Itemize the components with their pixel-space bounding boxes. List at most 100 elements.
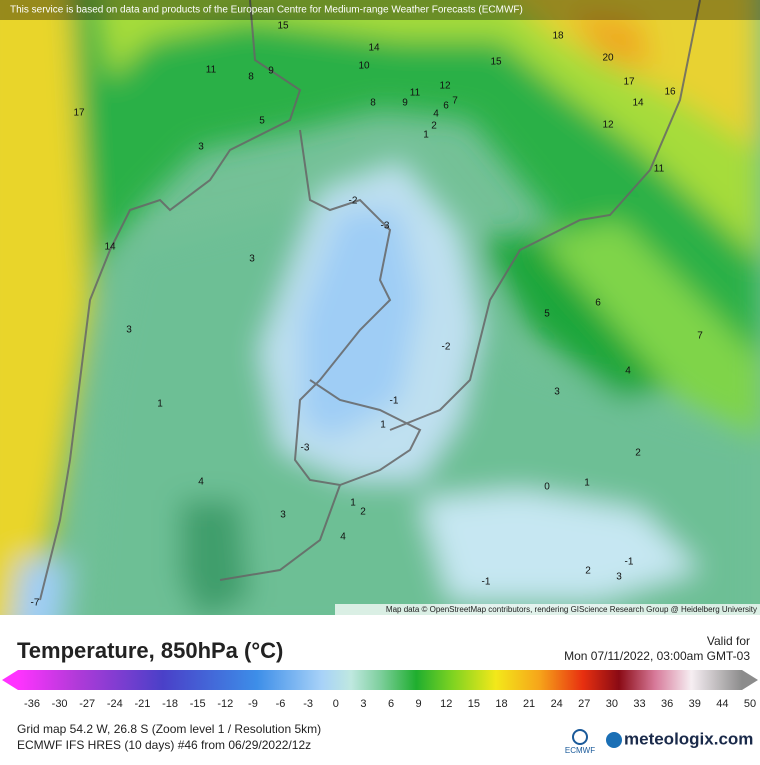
contour-label: -2: [349, 196, 358, 207]
contour-label: 3: [126, 325, 132, 336]
colorbar-tick-label: 24: [551, 698, 563, 710]
contour-label: 14: [368, 43, 380, 54]
contour-label: 2: [431, 121, 437, 132]
colorbar-tick-label: -6: [276, 698, 286, 710]
contour-label: 11: [206, 65, 217, 76]
colorbar-tick-label: 3: [360, 698, 366, 710]
notice: This service is based on data and produc…: [10, 5, 523, 16]
contour-label: 11: [410, 88, 421, 99]
contour-label: 8: [370, 98, 376, 109]
contour-label: 1: [584, 478, 590, 489]
colorbar: [18, 670, 742, 690]
legend-title: Temperature, 850hPa (°C): [17, 638, 283, 663]
contour-label: 8: [248, 72, 254, 83]
contour-label: 5: [259, 116, 265, 127]
contour-label: 3: [198, 142, 204, 153]
colorbar-tick-label: 50: [744, 698, 756, 710]
ecmwf-text: ECMWF: [565, 746, 595, 755]
colorbar-tick-label: -15: [190, 698, 206, 710]
contour-label: 10: [358, 61, 370, 72]
colorbar-tick-label: -21: [135, 698, 151, 710]
contour-label: 17: [623, 77, 635, 88]
contour-label: -1: [482, 577, 491, 588]
contour-label: 1: [423, 130, 429, 141]
contour-label: -7: [31, 598, 40, 609]
contour-label: 11: [654, 164, 665, 175]
colorbar-tick-label: -9: [248, 698, 258, 710]
colorbar-tick-label: 15: [468, 698, 480, 710]
contour-label: -1: [390, 396, 399, 407]
contour-label: -3: [381, 221, 390, 232]
contour-label: 14: [104, 242, 116, 253]
map: This service is based on data and produc…: [0, 0, 760, 615]
contour-label: 4: [340, 532, 346, 543]
contour-label: 4: [198, 477, 204, 488]
contour-label: 3: [616, 572, 622, 583]
colorbar-tick-label: 27: [578, 698, 590, 710]
contour-label: -3: [301, 443, 310, 454]
brand: meteologix.com: [624, 729, 753, 748]
contour-label: 1: [380, 420, 386, 431]
contour-label: 1: [350, 498, 356, 509]
colorbar-tick-label: -3: [303, 698, 313, 710]
valid-label: Valid for: [707, 634, 750, 648]
contour-label: 12: [439, 81, 451, 92]
contour-label: 3: [554, 387, 560, 398]
contour-label: 12: [602, 120, 614, 131]
contour-label: 7: [697, 331, 703, 342]
model-info: ECMWF IFS HRES (10 days) #46 from 06/29/…: [17, 738, 311, 752]
contour-label: 7: [452, 96, 458, 107]
contour-label: 0: [544, 482, 550, 493]
contour-label: -1: [625, 557, 634, 568]
contour-label: 2: [360, 507, 366, 518]
contour-label: 6: [443, 101, 449, 112]
colorbar-tick-label: 6: [388, 698, 394, 710]
contour-label: 14: [632, 98, 644, 109]
ecmwf-logo: [572, 729, 588, 745]
contour-label: 20: [602, 53, 614, 64]
colorbar-tick-label: -24: [107, 698, 123, 710]
colorbar-tick-label: 44: [716, 698, 728, 710]
contour-label: 18: [552, 31, 564, 42]
colorbar-tick-label: -18: [162, 698, 178, 710]
contour-label: 2: [635, 448, 641, 459]
contour-label: 4: [625, 366, 631, 377]
brand-logo: [606, 732, 622, 748]
colorbar-arrow-left: [2, 670, 18, 690]
contour-label: 16: [664, 87, 676, 98]
colorbar-ticks: -36 -30 -27 -24 -21 -18 -15 -12 -9 -6 -3 0 3 6 9 12 15 18…: [24, 698, 756, 710]
colorbar-tick-label: 39: [689, 698, 701, 710]
colorbar-tick-label: -30: [52, 698, 68, 710]
colorbar-tick-label: 9: [416, 698, 422, 710]
contour-label: 1: [157, 399, 163, 410]
colorbar-tick-label: 36: [661, 698, 673, 710]
contour-label: 15: [277, 21, 289, 32]
contour-label: 4: [433, 109, 439, 120]
contour-label: 9: [402, 98, 408, 109]
contour-label: 15: [490, 57, 502, 68]
valid-time: Mon 07/11/2022, 03:00am GMT-03: [564, 649, 750, 663]
contour-label: 2: [585, 566, 591, 577]
colorbar-tick-label: -36: [24, 698, 40, 710]
contour-label: -2: [442, 342, 451, 353]
colorbar-tick-label: 33: [633, 698, 645, 710]
contour-label: 5: [544, 309, 550, 320]
contour-label: 3: [249, 254, 255, 265]
colorbar-tick-label: -12: [217, 698, 233, 710]
colorbar-tick-label: 30: [606, 698, 618, 710]
colorbar-tick-label: 12: [440, 698, 452, 710]
contour-label: 6: [595, 298, 601, 309]
contour-label: 3: [280, 510, 286, 521]
grid-info: Grid map 54.2 W, 26.8 S (Zoom level 1 / …: [17, 722, 321, 736]
colorbar-tick-label: 21: [523, 698, 535, 710]
contour-label: 17: [73, 108, 85, 119]
contour-label: 9: [268, 66, 274, 77]
colorbar-tick-label: -27: [79, 698, 95, 710]
colorbar-tick-label: 18: [495, 698, 507, 710]
colorbar-tick-label: 0: [333, 698, 339, 710]
colorbar-arrow-right: [742, 670, 758, 690]
attribution: Map data © OpenStreetMap contributors, r…: [386, 605, 757, 614]
